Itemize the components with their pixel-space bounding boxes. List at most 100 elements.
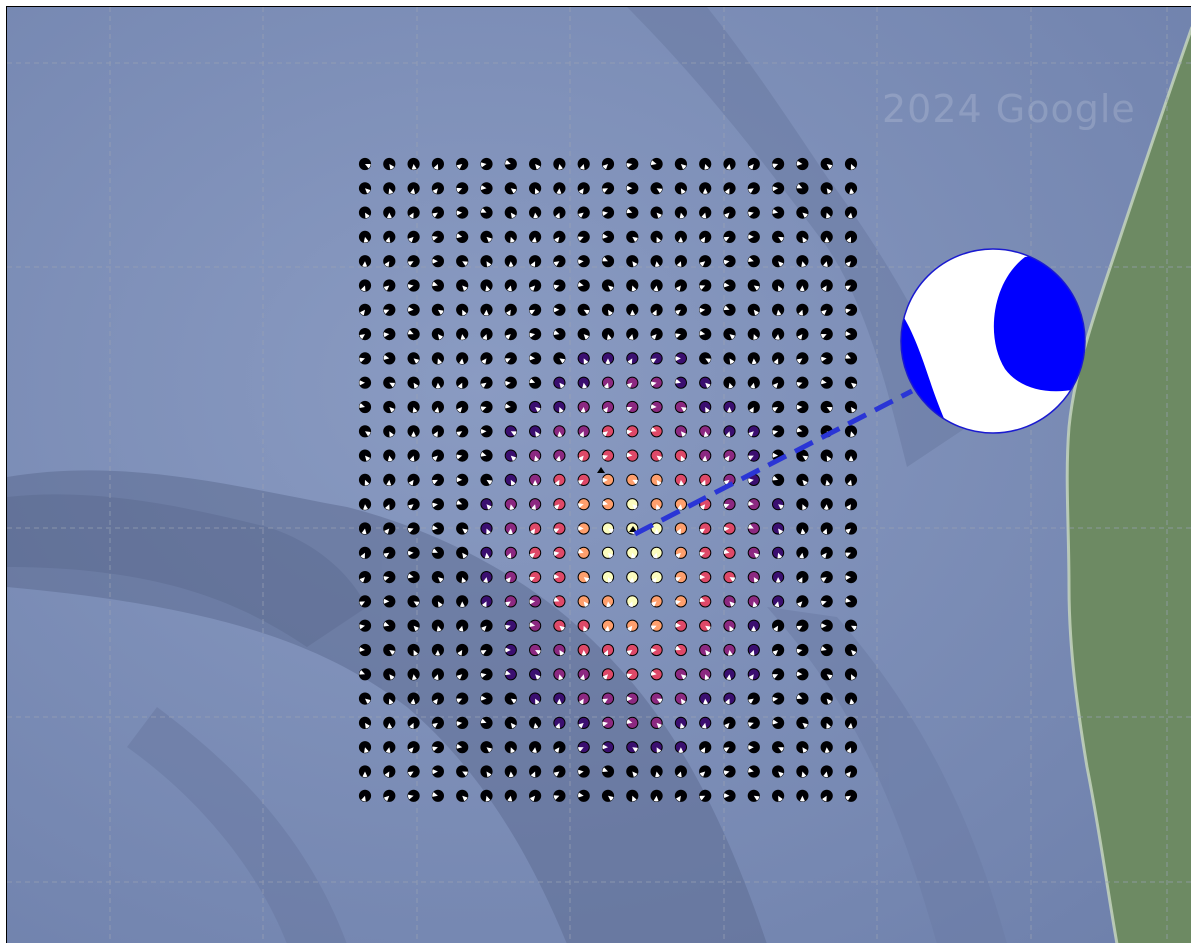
beachball-icon (601, 643, 615, 657)
beachball-icon (577, 400, 590, 414)
beachball-icon (796, 619, 809, 632)
nodal-plane (604, 382, 609, 389)
nodal-plane (529, 576, 536, 582)
nodal-plane (529, 622, 536, 628)
nodal-plane (579, 431, 584, 437)
beachball-icon (844, 765, 858, 778)
beachball-icon (844, 352, 858, 365)
nodal-plane (699, 261, 706, 267)
nodal-plane (578, 503, 584, 508)
beachball-icon (674, 741, 688, 754)
nodal-plane (849, 698, 855, 705)
beachball-icon (358, 400, 372, 414)
beachball-icon (796, 595, 809, 608)
beachball-icon (844, 182, 858, 195)
beachball-icon (650, 619, 663, 632)
nodal-plane (851, 407, 856, 413)
beachball-icon (383, 619, 396, 632)
nodal-plane (508, 771, 514, 778)
nodal-plane (408, 306, 414, 312)
nodal-plane (724, 188, 730, 194)
beachball-icon (796, 546, 809, 559)
nodal-plane (553, 795, 560, 800)
nodal-plane (361, 528, 367, 535)
nodal-plane (462, 771, 468, 776)
beachball-icon (674, 425, 688, 438)
nodal-plane (407, 550, 414, 556)
nodal-plane (846, 236, 851, 243)
nodal-plane (651, 625, 657, 630)
nodal-plane (481, 625, 487, 632)
beachball-icon (747, 376, 760, 389)
nodal-plane (678, 236, 683, 243)
nodal-plane (627, 625, 633, 632)
beachball-icon (456, 449, 469, 462)
nodal-plane (482, 601, 487, 607)
nodal-plane (678, 747, 684, 753)
beachball-icon (553, 789, 566, 802)
nodal-plane (432, 548, 438, 553)
beachball-icon (747, 789, 760, 802)
nodal-plane (486, 504, 492, 510)
nodal-plane (480, 185, 487, 191)
map-canvas[interactable] (7, 7, 1191, 943)
nodal-plane (629, 577, 635, 583)
beachball-icon (456, 643, 469, 657)
triangle-marker-icon (629, 526, 637, 532)
nodal-plane (772, 674, 779, 679)
nodal-plane (849, 188, 855, 194)
nodal-plane (531, 504, 536, 510)
nodal-plane (462, 309, 467, 316)
beachball-icon (431, 376, 444, 389)
nodal-plane (651, 334, 657, 340)
nodal-plane (826, 212, 831, 219)
nodal-plane (553, 771, 560, 777)
nodal-plane (821, 623, 827, 629)
beachball-icon (844, 716, 858, 730)
nodal-plane (656, 479, 662, 486)
beachball-icon (772, 303, 785, 316)
beachball-icon (553, 182, 566, 195)
beachball-icon (772, 741, 785, 754)
nodal-plane (602, 744, 608, 750)
nodal-plane (701, 212, 707, 219)
nodal-plane (365, 722, 370, 729)
nodal-plane (821, 356, 827, 362)
beachball-icon (529, 595, 542, 608)
map-view[interactable]: 2024 Google (6, 6, 1191, 943)
beachball-icon (772, 765, 785, 778)
beachball-icon (796, 279, 809, 292)
nodal-plane (456, 431, 463, 436)
nodal-plane (680, 188, 686, 194)
nodal-plane (389, 674, 395, 680)
nodal-plane (821, 285, 827, 292)
beachball-icon (456, 157, 469, 171)
beachball-icon (480, 473, 493, 486)
nodal-plane (677, 504, 683, 510)
nodal-plane (432, 212, 438, 218)
nodal-plane (680, 455, 686, 462)
nodal-plane (753, 577, 759, 583)
beachball-icon (820, 400, 833, 414)
nodal-plane (535, 407, 541, 413)
beachball-icon (407, 546, 420, 559)
beachball-icon (747, 741, 760, 754)
nodal-plane (748, 698, 754, 704)
nodal-plane (653, 795, 659, 802)
beachball-icon (407, 522, 420, 535)
beachball-icon (699, 668, 712, 681)
beachball-icon (456, 619, 469, 632)
beachball-icon (650, 741, 663, 754)
nodal-plane (553, 307, 560, 313)
beachball-icon (650, 255, 663, 268)
beachball-icon (747, 303, 760, 316)
beachball-icon (820, 328, 833, 341)
nodal-plane (409, 212, 414, 219)
beachball-icon (747, 279, 760, 292)
nodal-plane (724, 212, 730, 218)
nodal-plane (435, 650, 441, 656)
nodal-plane (728, 382, 734, 389)
beachball-icon (844, 692, 858, 705)
nodal-plane (456, 164, 463, 170)
nodal-plane (529, 309, 536, 315)
